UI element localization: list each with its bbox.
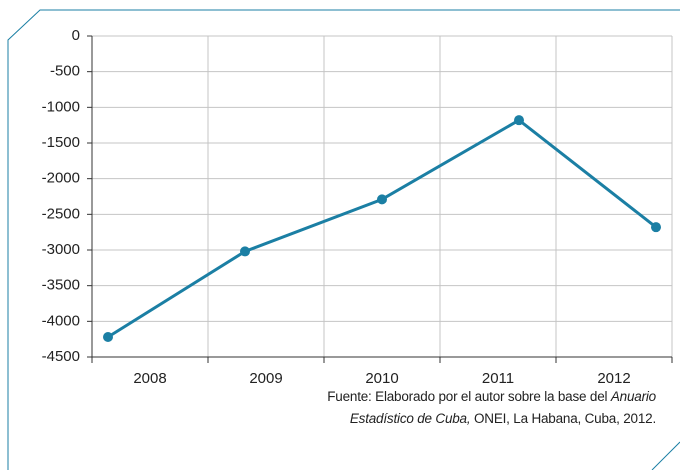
point (240, 246, 250, 257)
x-tick-label: 2011 (482, 370, 514, 387)
point (377, 194, 387, 205)
point (103, 332, 113, 343)
y-tick-label: -3500 (42, 277, 80, 294)
x-tick-label: 2009 (249, 370, 282, 387)
y-tick-label: -500 (50, 63, 80, 80)
y-tick-label: -1000 (42, 98, 80, 115)
y-tick-label: -2000 (42, 170, 80, 187)
source-text: ONEI, La Habana, Cuba, 2012. (470, 411, 656, 426)
point (514, 115, 524, 126)
x-tick-label: 2012 (597, 370, 630, 387)
y-tick-label: -4000 (42, 312, 80, 329)
y-tick-label: -1500 (42, 134, 80, 151)
source-note: Fuente: Elaborado por el autor sobre la … (156, 386, 656, 430)
frame-corner (651, 441, 680, 470)
line (107, 118, 657, 339)
source-text: Fuente: Elaborado por el autor sobre la … (327, 389, 611, 404)
point (651, 222, 661, 233)
frame (7, 9, 680, 470)
y-tick-label: -3000 (42, 241, 80, 258)
y-tick-label: -2500 (42, 205, 80, 222)
y-tick-label: -4500 (42, 348, 80, 365)
source-italic: Estadístico de Cuba, (349, 411, 471, 426)
source-italic: Anuario (610, 389, 656, 404)
x-tick-label: 2008 (133, 370, 166, 387)
y-tick-label: 0 (72, 27, 80, 44)
x-tick-label: 2010 (365, 370, 398, 387)
